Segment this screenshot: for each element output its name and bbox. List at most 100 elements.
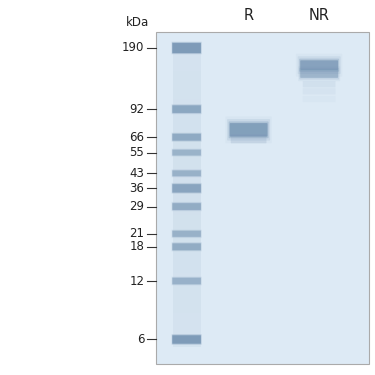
- FancyBboxPatch shape: [303, 81, 336, 87]
- Bar: [173, 111, 201, 114]
- FancyBboxPatch shape: [172, 42, 201, 54]
- Bar: [173, 338, 201, 341]
- Bar: [173, 295, 201, 298]
- FancyBboxPatch shape: [172, 170, 201, 177]
- Bar: [173, 237, 201, 240]
- FancyBboxPatch shape: [172, 335, 201, 344]
- Bar: [173, 267, 201, 270]
- Bar: [173, 240, 201, 243]
- FancyBboxPatch shape: [172, 231, 201, 237]
- FancyBboxPatch shape: [171, 104, 202, 114]
- FancyBboxPatch shape: [171, 183, 202, 194]
- Bar: [173, 286, 201, 289]
- Bar: [173, 313, 201, 316]
- Bar: [173, 176, 201, 178]
- Bar: [173, 188, 201, 190]
- Bar: [173, 243, 201, 246]
- FancyBboxPatch shape: [299, 68, 339, 80]
- Bar: [173, 279, 201, 282]
- Bar: [173, 80, 201, 84]
- Text: 43: 43: [129, 167, 144, 180]
- Bar: [173, 218, 201, 221]
- Bar: [173, 151, 201, 154]
- Bar: [173, 209, 201, 212]
- FancyBboxPatch shape: [300, 60, 338, 70]
- Bar: [173, 157, 201, 160]
- Bar: [173, 341, 201, 344]
- Bar: [173, 53, 201, 56]
- Bar: [173, 334, 201, 338]
- FancyBboxPatch shape: [172, 149, 201, 156]
- Bar: [173, 298, 201, 301]
- Bar: [173, 96, 201, 99]
- Bar: [173, 304, 201, 307]
- Bar: [173, 227, 201, 231]
- Bar: [173, 197, 201, 200]
- Bar: [173, 258, 201, 261]
- Text: 21: 21: [129, 227, 144, 240]
- Bar: [173, 326, 201, 328]
- Bar: [173, 255, 201, 258]
- Bar: [173, 316, 201, 319]
- Bar: [173, 154, 201, 157]
- Bar: [173, 246, 201, 249]
- Bar: [173, 178, 201, 182]
- FancyBboxPatch shape: [172, 243, 201, 250]
- FancyBboxPatch shape: [171, 202, 202, 211]
- Bar: [173, 62, 201, 65]
- Bar: [173, 332, 201, 334]
- Bar: [173, 184, 201, 188]
- FancyBboxPatch shape: [172, 183, 201, 193]
- Text: 12: 12: [129, 274, 144, 288]
- FancyBboxPatch shape: [231, 134, 267, 143]
- FancyBboxPatch shape: [172, 278, 201, 284]
- Bar: [173, 99, 201, 102]
- Bar: [173, 190, 201, 194]
- Bar: [173, 74, 201, 77]
- Bar: [173, 145, 201, 148]
- Bar: [173, 249, 201, 252]
- Bar: [173, 65, 201, 68]
- FancyBboxPatch shape: [172, 134, 201, 141]
- Bar: [173, 344, 201, 347]
- Bar: [173, 261, 201, 264]
- Bar: [173, 276, 201, 279]
- Bar: [173, 132, 201, 135]
- Bar: [173, 108, 201, 111]
- FancyBboxPatch shape: [171, 148, 202, 157]
- Bar: [173, 224, 201, 227]
- Bar: [173, 182, 201, 184]
- FancyBboxPatch shape: [172, 202, 201, 211]
- FancyBboxPatch shape: [299, 58, 339, 72]
- Bar: [173, 169, 201, 172]
- Bar: [173, 252, 201, 255]
- FancyBboxPatch shape: [172, 230, 201, 237]
- Bar: [173, 123, 201, 126]
- Bar: [173, 301, 201, 304]
- Bar: [173, 59, 201, 62]
- FancyBboxPatch shape: [172, 335, 201, 344]
- Bar: [173, 71, 201, 74]
- Text: 66: 66: [129, 131, 144, 144]
- FancyBboxPatch shape: [171, 42, 202, 54]
- Bar: [173, 44, 201, 47]
- Bar: [173, 56, 201, 59]
- Bar: [173, 212, 201, 215]
- Bar: [173, 322, 201, 326]
- Text: NR: NR: [309, 8, 330, 22]
- Bar: [173, 194, 201, 197]
- Bar: [173, 114, 201, 117]
- FancyBboxPatch shape: [171, 132, 202, 142]
- Bar: [173, 120, 201, 123]
- Text: 18: 18: [129, 240, 144, 253]
- FancyBboxPatch shape: [172, 105, 201, 114]
- FancyBboxPatch shape: [172, 150, 201, 155]
- Bar: [173, 129, 201, 132]
- FancyBboxPatch shape: [171, 230, 202, 238]
- FancyBboxPatch shape: [298, 66, 340, 81]
- Bar: [173, 47, 201, 50]
- Bar: [173, 307, 201, 310]
- Bar: [173, 319, 201, 322]
- FancyBboxPatch shape: [172, 105, 201, 113]
- Bar: [173, 328, 201, 332]
